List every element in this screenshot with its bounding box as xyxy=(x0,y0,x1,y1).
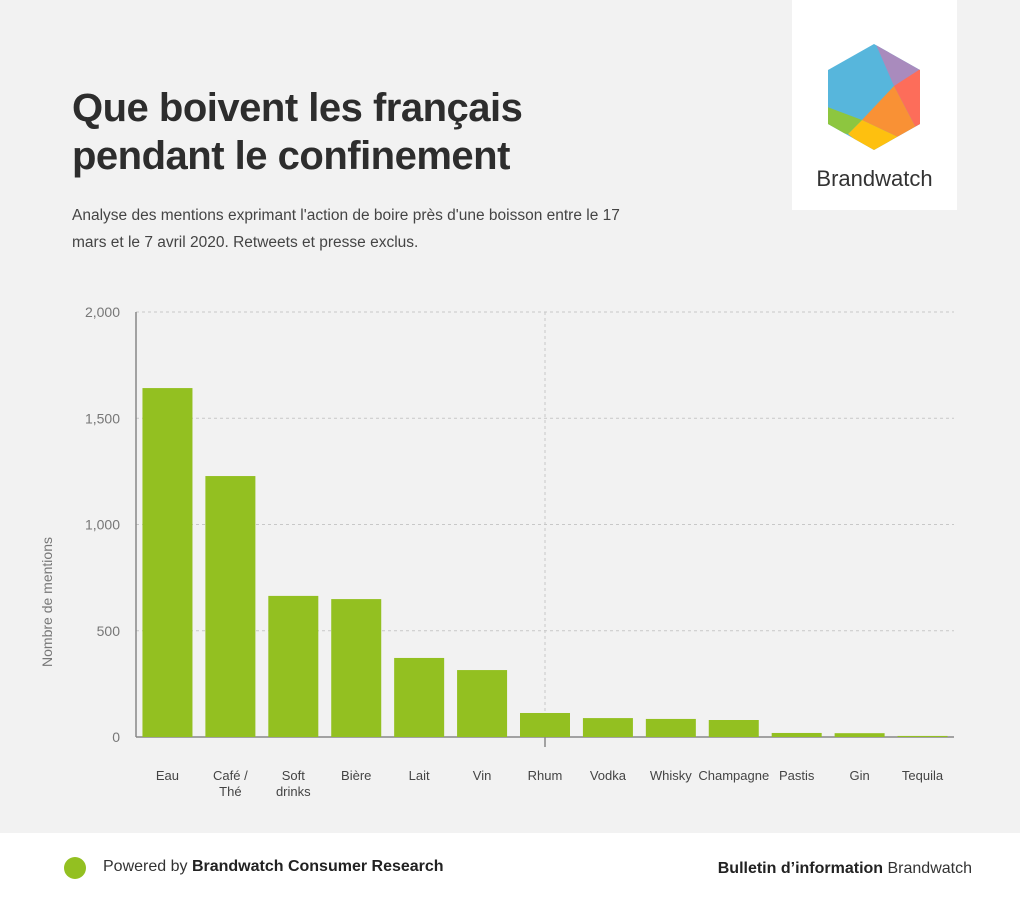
x-tick-label: Tequila xyxy=(902,768,944,783)
bar xyxy=(205,476,256,737)
x-tick-label: Gin xyxy=(849,768,869,783)
powered-by: Powered by Brandwatch Consumer Research xyxy=(103,858,444,876)
bar xyxy=(645,718,696,737)
brandwatch-logo: Brandwatch xyxy=(792,0,957,210)
page-title: Que boivent les français pendant le conf… xyxy=(72,86,523,178)
x-tick-label: Thé xyxy=(219,784,241,799)
x-tick-label: Rhum xyxy=(528,768,563,783)
page-subtitle: Analyse des mentions exprimant l'action … xyxy=(72,207,620,251)
bar xyxy=(897,735,948,737)
x-tick-label: Soft xyxy=(282,768,306,783)
y-tick-label: 500 xyxy=(97,623,121,639)
brandwatch-hexagon-icon xyxy=(828,44,920,150)
logo-text: Brandwatch xyxy=(816,166,933,191)
powered-prefix: Powered by xyxy=(103,858,192,875)
x-tick-label: Champagne xyxy=(698,768,769,783)
bar xyxy=(771,732,822,737)
x-tick-label: Vodka xyxy=(590,768,627,783)
x-tick-label: Whisky xyxy=(650,768,692,783)
bulletin-rest: Brandwatch xyxy=(883,860,973,877)
brand-dot-icon xyxy=(64,857,86,879)
bar xyxy=(582,718,633,737)
bar xyxy=(331,599,382,737)
x-tick-label: drinks xyxy=(276,784,311,799)
footer: Powered by Brandwatch Consumer Research … xyxy=(0,833,1020,907)
bar xyxy=(708,720,759,737)
bar xyxy=(142,388,193,737)
x-tick-label: Pastis xyxy=(779,768,815,783)
bar xyxy=(834,733,885,737)
x-tick-label: Eau xyxy=(156,768,179,783)
y-tick-label: 1,000 xyxy=(85,517,120,533)
x-tick-label: Lait xyxy=(409,768,430,783)
x-tick-label: Café / xyxy=(213,768,248,783)
bulletin-link[interactable]: Bulletin d’information Brandwatch xyxy=(718,860,972,878)
y-tick-label: 0 xyxy=(112,729,120,745)
bar xyxy=(520,712,570,737)
y-tick-label: 2,000 xyxy=(85,304,120,320)
bar xyxy=(457,670,508,737)
x-tick-label: Bière xyxy=(341,768,371,783)
x-tick-label: Vin xyxy=(473,768,492,783)
bar xyxy=(268,595,319,737)
powered-brand: Brandwatch Consumer Research xyxy=(191,858,444,875)
bar-chart: 0 500 1,000 1,500 2,000 Eau Café /Thé Softdrink… xyxy=(39,304,954,799)
y-tick-label: 1,500 xyxy=(85,410,120,426)
bulletin-bold: Bulletin d’information xyxy=(717,860,884,877)
bar xyxy=(394,657,445,737)
y-axis-label: Nombre de mentions xyxy=(39,537,55,667)
